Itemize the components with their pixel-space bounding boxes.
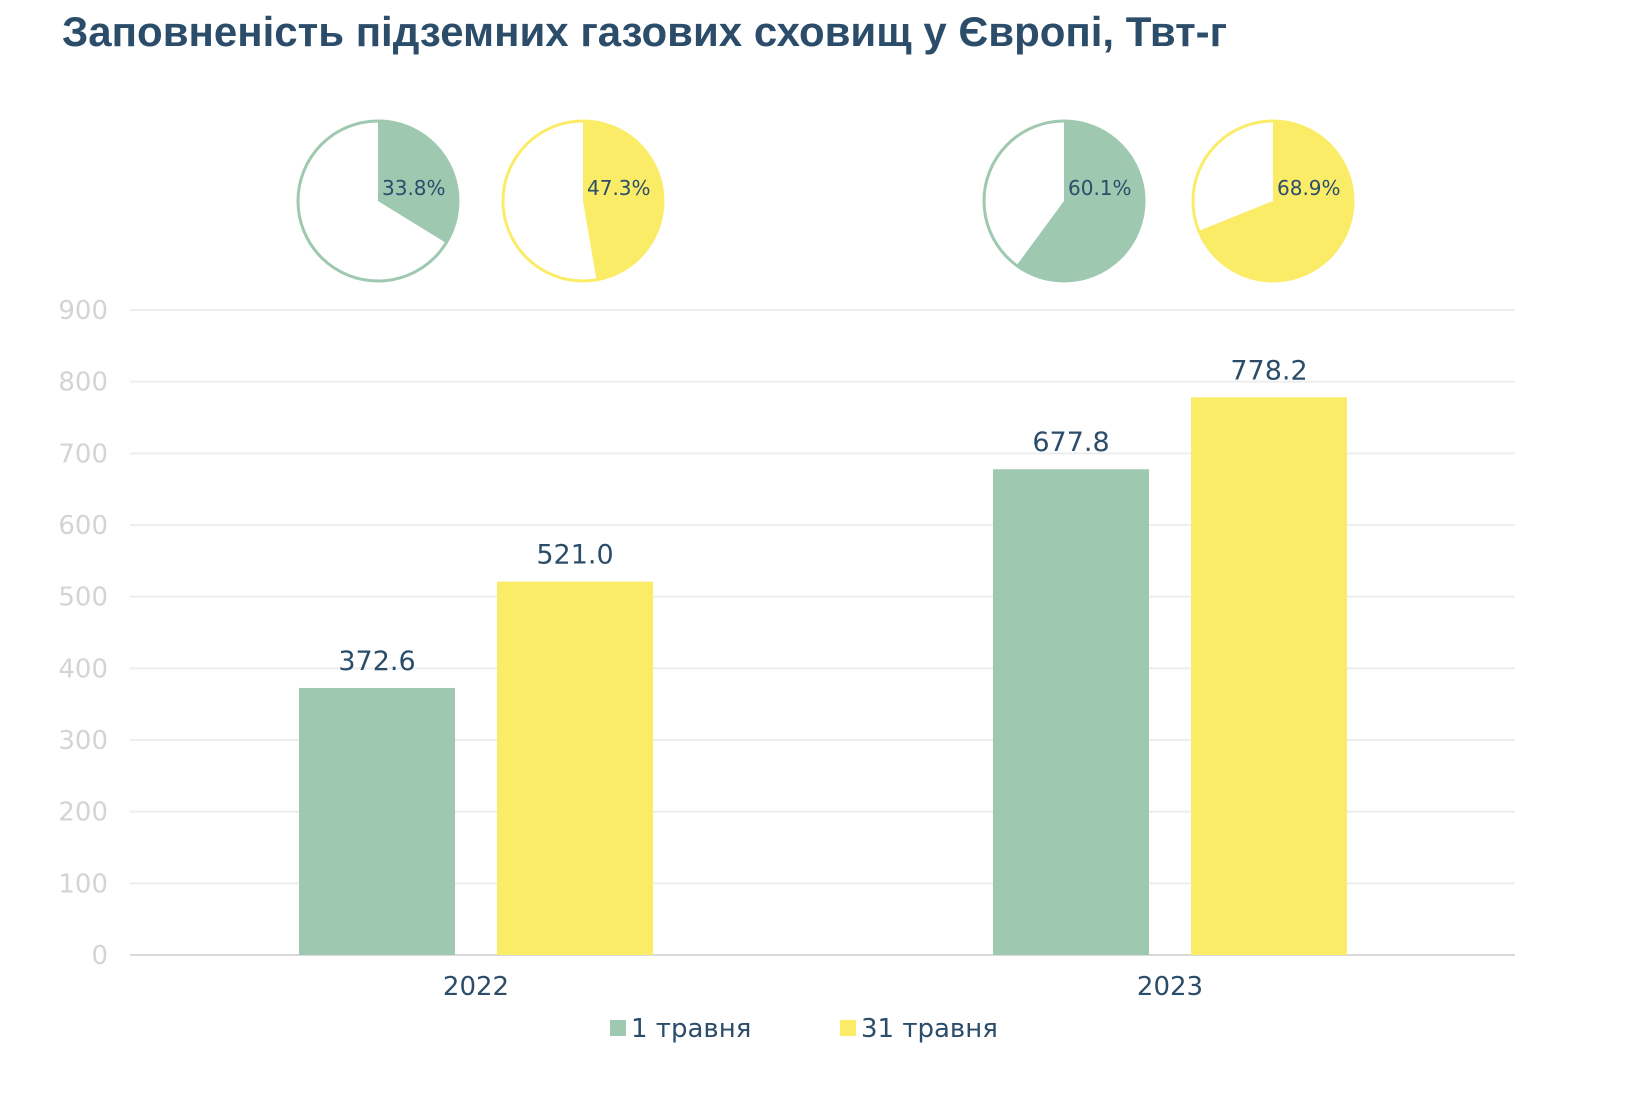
bar — [1191, 397, 1347, 955]
x-tick-label: 2023 — [1137, 972, 1203, 1002]
bar — [993, 469, 1149, 955]
y-tick-label: 400 — [58, 654, 108, 684]
y-tick-label: 800 — [58, 368, 108, 398]
data-label: 677.8 — [1032, 427, 1109, 458]
pie-label: 60.1% — [1068, 176, 1132, 200]
x-tick-label: 2022 — [443, 972, 509, 1002]
legend[interactable]: 1 травня 31 травня — [610, 1014, 998, 1044]
pie-chart: 33.8% — [296, 119, 460, 283]
legend-swatch — [840, 1020, 856, 1036]
y-tick-label: 600 — [58, 511, 108, 541]
legend-item: 31 травня — [840, 1014, 998, 1044]
y-axis: 0 100 200 300 400 500 600 700 800 900 — [58, 296, 108, 971]
chart-title: Заповненість підземних газових сховищ у … — [62, 8, 1228, 55]
data-label: 521.0 — [536, 540, 613, 571]
bars — [299, 397, 1347, 955]
x-axis: 2022 2023 — [443, 972, 1203, 1002]
data-label: 778.2 — [1230, 355, 1307, 386]
y-tick-label: 100 — [58, 869, 108, 899]
pie-chart: 47.3% — [501, 119, 665, 283]
y-tick-label: 500 — [58, 583, 108, 613]
y-tick-label: 200 — [58, 798, 108, 828]
pie-slice — [583, 121, 663, 280]
pie-label: 33.8% — [382, 176, 446, 200]
y-tick-label: 0 — [91, 941, 108, 971]
y-tick-label: 300 — [58, 726, 108, 756]
pie-slice — [1016, 121, 1145, 281]
legend-swatch — [610, 1020, 626, 1036]
y-tick-label: 900 — [58, 296, 108, 326]
data-label: 372.6 — [338, 646, 415, 677]
pie-label: 68.9% — [1277, 176, 1341, 200]
bar — [299, 687, 455, 955]
bar — [497, 581, 653, 955]
pie-chart: 68.9% — [1191, 119, 1355, 283]
pie-label: 47.3% — [587, 176, 651, 200]
legend-label: 31 травня — [861, 1014, 998, 1044]
legend-item: 1 травня — [610, 1014, 751, 1044]
pie-slice — [1198, 121, 1354, 282]
pie-slice — [378, 121, 459, 244]
data-labels: 372.6 521.0 677.8 778.2 — [338, 355, 1307, 677]
pie-chart: 60.1% — [982, 119, 1146, 283]
y-tick-label: 700 — [58, 439, 108, 469]
pies: 33.8% 47.3% 60.1% 68.9% — [296, 119, 1355, 283]
legend-label: 1 травня — [631, 1014, 751, 1044]
